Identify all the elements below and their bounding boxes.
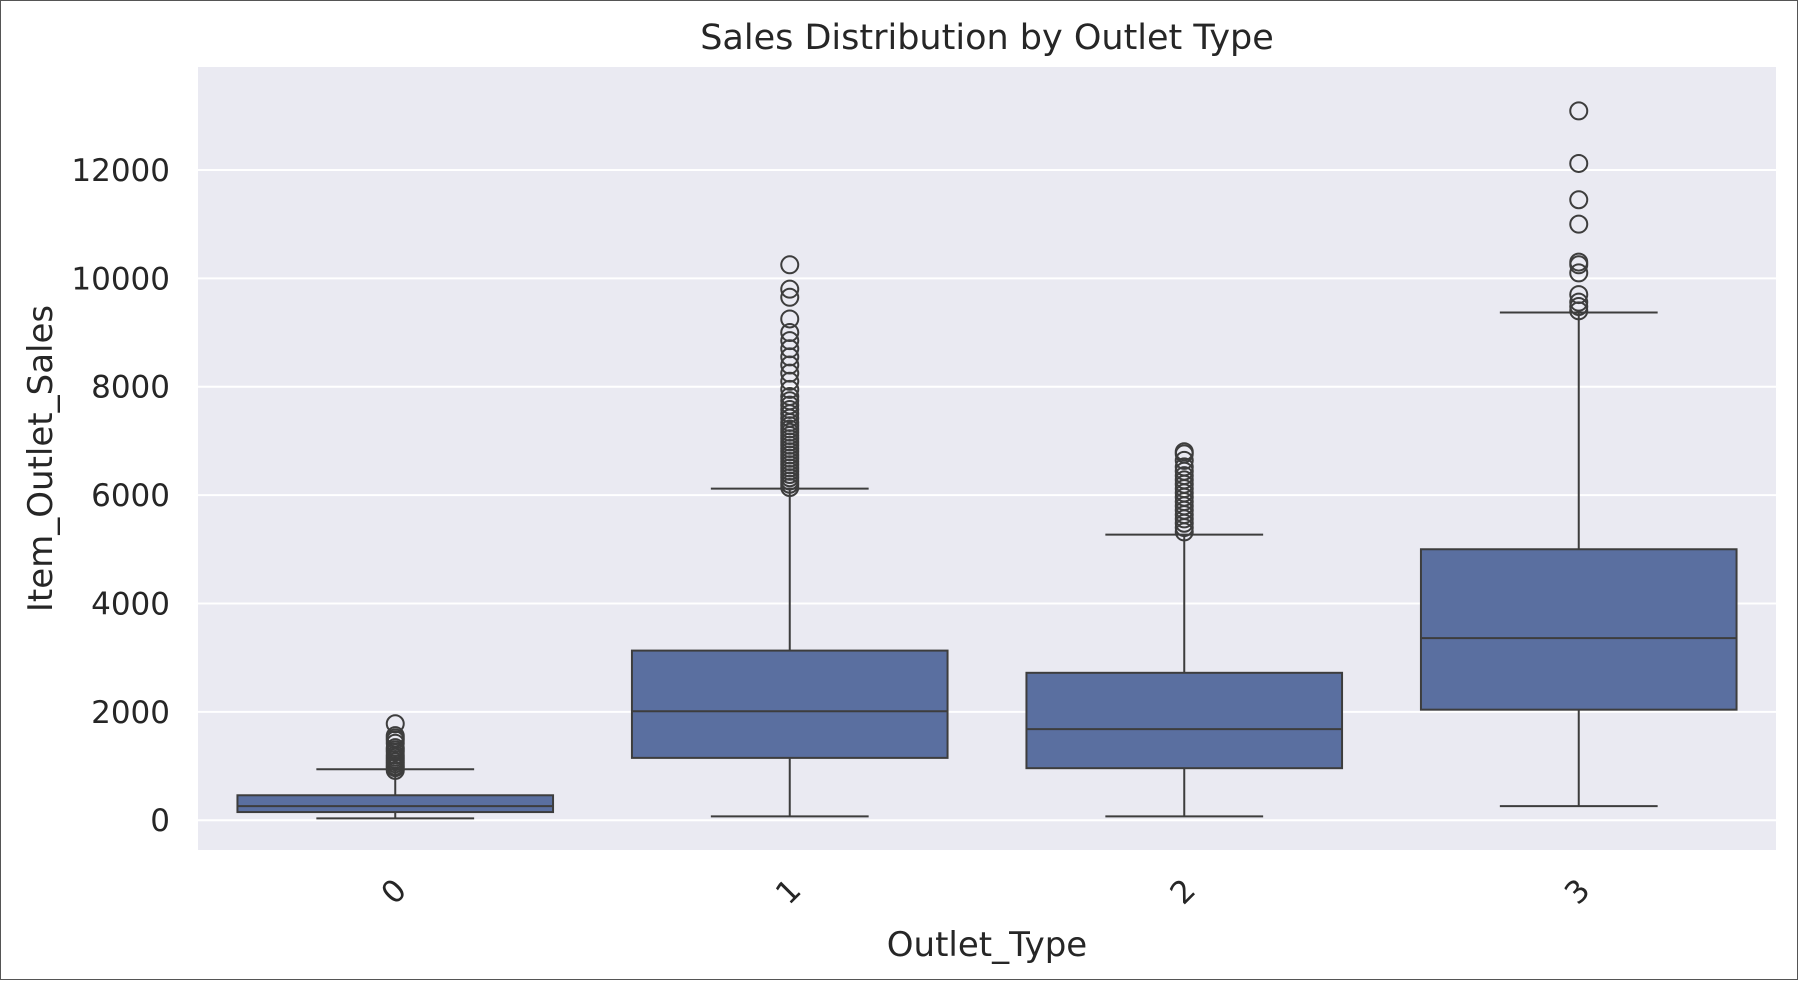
outlier-point bbox=[1174, 450, 1194, 470]
iqr-box bbox=[236, 794, 555, 814]
outlier-point bbox=[780, 399, 800, 419]
x-tick-label: 1 bbox=[769, 872, 808, 911]
outlier-point bbox=[780, 287, 800, 307]
y-tick-label: 0 bbox=[150, 803, 170, 839]
iqr-box bbox=[1419, 548, 1738, 711]
iqr-box bbox=[630, 649, 949, 759]
outlier-point bbox=[1569, 252, 1589, 272]
x-axis-label: Outlet_Type bbox=[887, 925, 1087, 965]
y-axis-label: Item_Outlet_Sales bbox=[21, 305, 61, 612]
outlier-point bbox=[1174, 442, 1194, 462]
outlier-point bbox=[1569, 292, 1589, 312]
outlier-point bbox=[780, 391, 800, 411]
outlier-point bbox=[780, 309, 800, 329]
boxes bbox=[236, 101, 1738, 820]
x-tick-label: 2 bbox=[1163, 872, 1202, 911]
outlier-point bbox=[1174, 470, 1194, 490]
outlier-point bbox=[780, 331, 800, 351]
y-tick-label: 8000 bbox=[91, 370, 170, 406]
box-group-3 bbox=[1419, 101, 1738, 808]
y-tick-label: 6000 bbox=[91, 478, 170, 514]
chart-title: Sales Distribution by Outlet Type bbox=[700, 18, 1274, 58]
iqr-box bbox=[1025, 671, 1344, 770]
outlier-point bbox=[780, 255, 800, 275]
outlier-point bbox=[385, 738, 405, 758]
y-tick-labels: 0 2000 4000 6000 8000 10000 12000 bbox=[71, 153, 170, 839]
gridlines bbox=[198, 168, 1776, 822]
outlier-point bbox=[780, 279, 800, 299]
plot-area-background bbox=[198, 67, 1776, 850]
outlier-point bbox=[1174, 466, 1194, 486]
box-group-0 bbox=[236, 714, 555, 820]
outlier-point bbox=[780, 323, 800, 343]
x-tick-label: 0 bbox=[374, 872, 413, 911]
outlier-point bbox=[780, 395, 800, 415]
y-tick-label: 12000 bbox=[71, 153, 170, 189]
outlier-point bbox=[1569, 153, 1589, 173]
outlier-point bbox=[1569, 297, 1589, 317]
outlier-point bbox=[1569, 101, 1589, 121]
outlier-point bbox=[1569, 214, 1589, 234]
outlier-point bbox=[1569, 285, 1589, 305]
box-group-2 bbox=[1025, 442, 1344, 818]
outlier-point bbox=[1569, 190, 1589, 210]
outlier-point bbox=[385, 726, 405, 746]
box-group-1 bbox=[630, 255, 949, 818]
y-tick-label: 2000 bbox=[91, 695, 170, 731]
outlier-point bbox=[780, 386, 800, 406]
outlier-point bbox=[1174, 457, 1194, 477]
x-tick-label: 3 bbox=[1558, 872, 1597, 911]
outlier-point bbox=[385, 714, 405, 734]
y-tick-label: 4000 bbox=[91, 586, 170, 622]
x-tick-labels: 0 1 2 3 bbox=[374, 872, 1597, 911]
outlier-point bbox=[1569, 263, 1589, 283]
y-tick-label: 10000 bbox=[71, 261, 170, 297]
